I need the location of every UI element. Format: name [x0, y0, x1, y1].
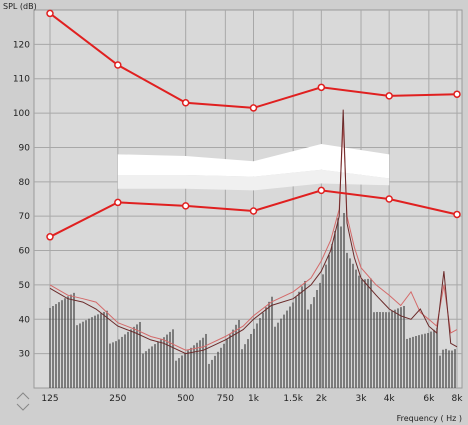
data-series	[46, 9, 461, 241]
x-tick-label: 125	[41, 394, 58, 404]
x-tick-label: 3k	[356, 394, 368, 404]
y-axis-ticks: 30 40 50 60 70 80 90 100 110 120	[13, 40, 30, 359]
y-tick-label: 40	[19, 315, 31, 325]
series-2-point	[114, 198, 122, 207]
y-tick-label: 120	[13, 40, 30, 50]
y-tick-label: 80	[19, 178, 31, 188]
x-tick-label: 2k	[316, 394, 328, 404]
x-tick-label: 6k	[423, 394, 435, 404]
spectrum-line-light	[49, 123, 458, 351]
series-2-point	[46, 233, 54, 241]
scroll-up-arrow-icon[interactable]	[16, 392, 30, 400]
series-1-point	[385, 92, 393, 100]
y-tick-label: 110	[13, 75, 30, 85]
y-tick-label: 90	[19, 143, 31, 153]
scroll-arrows[interactable]	[16, 392, 30, 411]
x-tick-label: 1k	[248, 394, 260, 404]
series-2-point	[317, 186, 326, 195]
series-1-point	[114, 61, 122, 69]
x-tick-label: 750	[217, 394, 234, 404]
x-axis-ticks: 125 250 500 750 1k 1.5k 2k 3k 4k 6k 8k	[41, 394, 463, 404]
x-axis-label: Frequency ( Hz )	[397, 414, 462, 423]
y-tick-label: 70	[19, 212, 31, 222]
spectrum-lines	[49, 109, 458, 355]
y-tick-label: 30	[19, 350, 31, 360]
spectrum-bars	[49, 212, 456, 388]
x-tick-label: 8k	[452, 394, 464, 404]
series-2-point	[181, 202, 190, 210]
series-1-point	[46, 9, 54, 18]
grid-lines	[34, 10, 462, 388]
series-2-point	[453, 210, 461, 219]
series-1-point	[249, 104, 258, 112]
x-tick-label: 250	[109, 394, 126, 404]
target-band-upper	[117, 144, 390, 179]
series-1-point	[453, 90, 461, 98]
target-band-lower	[117, 169, 390, 191]
series-1-point	[317, 83, 326, 92]
y-tick-label: 60	[19, 247, 31, 257]
y-tick-label: 50	[19, 281, 31, 291]
series-1-point	[181, 99, 190, 107]
target-band	[117, 144, 390, 191]
y-axis-label: SPL (dB)	[3, 2, 37, 11]
y-tick-label: 100	[13, 109, 30, 119]
series-2-point	[385, 195, 393, 203]
x-tick-label: 4k	[384, 394, 396, 404]
series-2-point	[249, 207, 258, 215]
scroll-down-arrow-icon[interactable]	[16, 403, 30, 411]
x-tick-label: 500	[177, 394, 194, 404]
x-tick-label: 1.5k	[283, 394, 303, 404]
spectrum-line-dark	[49, 109, 458, 355]
